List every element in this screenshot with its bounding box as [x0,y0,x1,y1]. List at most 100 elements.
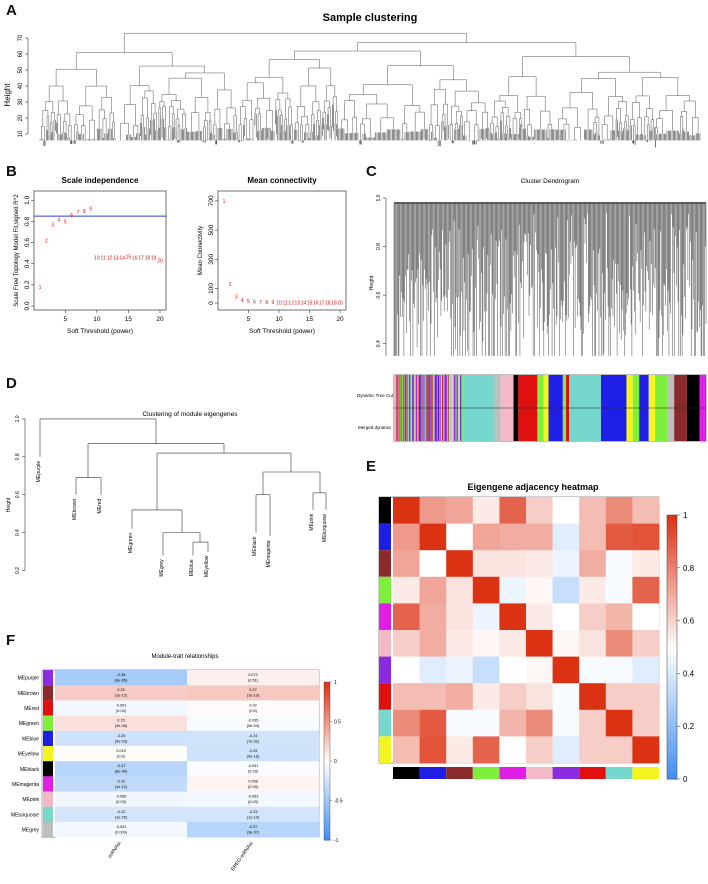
row-color-swatch [379,550,391,577]
colorbar-step [667,576,677,582]
heatmap-cell [55,746,187,762]
dendro-leaf-label: MEred [97,499,103,514]
colorbar-step [324,732,330,736]
cell-value: -0.061 [116,703,127,707]
heatmap-cell [605,523,633,551]
cell-value: -0.37 [117,764,126,768]
heatmap-cell [393,523,420,551]
cell-pvalue: (1e-25) [115,815,128,819]
cell-value: -0.063 [248,795,259,799]
y-tick-label: 0.0 [24,301,31,310]
y-tick-label: 0.4 [24,259,31,268]
colorbar-step [667,735,677,740]
colorbar-step [324,755,330,759]
data-point: 15 [307,300,313,306]
heatmap-cell [579,656,607,684]
row-color-swatch [43,700,53,716]
y-tick-label: 100 [208,283,215,294]
colorbar-step [667,664,677,670]
chart-title: Sample clustering [323,12,418,24]
heatmap-cell [446,683,474,711]
y-tick-label: 30 [18,98,24,105]
cell-value: -0.32 [117,779,126,783]
colorbar-step [324,792,330,796]
heatmap-cell [526,523,553,551]
heatmap-cell [499,497,527,524]
data-point: 14 [301,300,307,306]
colorbar-step [324,726,330,730]
colorbar-step [667,642,677,648]
y-tick-label: 1.0 [15,415,21,422]
y-axis-label: Scale Free Topology Model Fit,signed R^2 [14,194,20,307]
column-color-swatch [632,767,659,779]
y-tick-label: 0.8 [376,243,382,250]
row-label: MEblue [22,736,39,742]
heatmap-cell [552,603,580,631]
colorbar-frame [666,514,678,780]
colorbar-step [667,629,677,635]
cell-value: -0.45 [117,673,126,677]
data-point: 16 [313,300,319,306]
colorbar-step [324,718,330,722]
colorbar-step [324,713,330,717]
heatmap-cell [446,736,474,764]
dendro-leaf-label: MEgreen [128,533,134,554]
column-color-swatch [579,767,606,779]
heatmap-cell [393,576,420,604]
colorbar-step [667,708,677,714]
colorbar-step [667,607,677,613]
column-color-swatch [552,767,580,779]
x-tick-label: 15 [125,316,133,323]
y-tick-label: 0.2 [24,280,31,289]
heatmap-cell [499,576,527,604]
heatmap-cell [419,736,447,764]
colorbar-step [324,682,330,686]
column-color-swatch [393,767,420,779]
colorbar-step [324,742,330,746]
row-label: MEbrown [18,691,39,697]
cell-value: 0.25 [117,688,124,692]
colorbar-step [667,655,677,661]
colorbar-step [667,611,677,617]
cell-pvalue: (0.009) [115,831,128,835]
y-tick-label: 20 [18,114,24,121]
colorbar-step [324,692,330,696]
cell-pvalue: (0.5) [117,755,126,759]
heatmap-cell [55,761,187,777]
cell-pvalue: (1e-12) [115,694,128,698]
colorbar-step [667,726,677,732]
panel-letter-a: A [6,2,17,19]
heatmap-cell [393,603,420,631]
cell-pvalue: (0.29) [248,770,259,774]
row-color-swatch [379,736,391,763]
cell-value: -0.22 [117,810,126,814]
colorbar-step [324,818,330,823]
colorbar-step [667,743,677,749]
heatmap-cell [187,715,319,732]
colorbar-step [324,784,330,788]
data-point: 13 [294,300,300,306]
row-color-swatch [379,576,391,604]
column-label: mRNAsi [107,841,122,859]
row-color-swatch [43,822,53,838]
plot-frame [33,190,167,311]
y-axis-label: Height [6,497,12,512]
colorbar-step [667,686,677,692]
colorbar-step [667,638,677,644]
row-color-swatch [43,761,53,777]
heatmap-cell [632,736,660,764]
heatmap-cell [579,576,607,604]
data-point: 20 [337,300,343,306]
data-point: 12 [288,300,294,306]
heatmap-cell [472,709,500,737]
heatmap-cell [579,683,607,711]
cell-pvalue: (0.03) [116,800,127,804]
colorbar-step [667,625,677,630]
chart-title: Cluster Dendrogram [521,178,580,185]
row-label: Dynamic Tree Cut [357,393,394,398]
cell-pvalue: (1e-13) [247,694,260,698]
heatmap-cell [552,550,580,578]
colorbar-step [324,816,330,820]
colorbar-step [324,687,330,691]
heatmap-cell [55,776,187,792]
